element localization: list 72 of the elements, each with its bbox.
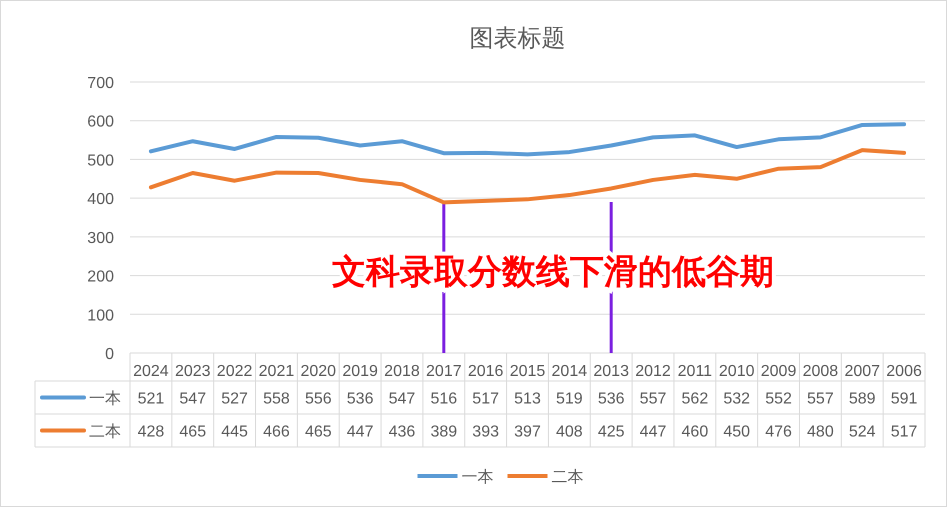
data-label: 547 (179, 390, 206, 408)
x-tick-label: 2017 (426, 363, 462, 380)
data-label: 393 (472, 424, 500, 440)
data-label: 517 (890, 424, 918, 440)
data-label: 557 (640, 390, 666, 408)
x-tick-label: 2015 (510, 363, 546, 380)
data-label: 521 (138, 390, 164, 408)
data-label: 476 (765, 424, 792, 440)
y-tick-label: 600 (87, 114, 114, 131)
text: 二本 (552, 469, 584, 486)
line-series (148, 122, 906, 156)
data-label: 519 (556, 390, 583, 408)
x-tick-label: 2016 (468, 363, 504, 380)
x-tick-label: 2011 (678, 363, 712, 380)
y-tick-label: 0 (105, 346, 114, 363)
data-label: 527 (221, 390, 248, 408)
data-label: 397 (514, 424, 541, 440)
x-tick-label: 2021 (258, 363, 294, 380)
data-label: 408 (556, 424, 583, 440)
data-label: 480 (807, 424, 834, 440)
x-tick-label: 2012 (635, 363, 671, 380)
x-tick-label: 2010 (718, 363, 755, 380)
x-tick-label: 2018 (384, 363, 420, 380)
data-label: 466 (263, 424, 290, 440)
data-label: 465 (179, 424, 206, 440)
legend-label: 一本 (89, 390, 121, 408)
x-tick-label: 2019 (342, 363, 378, 380)
x-tick-label: 2009 (760, 363, 796, 380)
text: 一本 (462, 469, 494, 486)
data-label: 460 (682, 424, 708, 440)
x-tick-label: 2023 (174, 363, 211, 380)
data-label: 532 (723, 390, 750, 408)
data-label: 557 (807, 390, 834, 408)
data-label: 558 (263, 390, 290, 408)
y-tick-label: 500 (87, 152, 114, 170)
x-tick-label: 2024 (133, 363, 169, 380)
data-label: 536 (598, 390, 625, 408)
data-label: 536 (346, 390, 374, 408)
data-label: 591 (890, 390, 918, 408)
data-label: 589 (848, 390, 876, 408)
data-label: 552 (765, 390, 792, 408)
x-tick-label: 2022 (216, 363, 253, 380)
x-tick-label: 2006 (886, 363, 922, 380)
y-tick-label: 300 (87, 230, 114, 247)
data-label: 562 (682, 390, 708, 408)
data-label: 517 (472, 390, 500, 408)
legend-label: 二本 (89, 422, 121, 440)
data-label: 516 (430, 390, 458, 408)
data-label: 465 (304, 424, 332, 440)
data-label: 447 (640, 424, 666, 440)
data-label: 447 (346, 424, 374, 440)
y-tick-label: 400 (87, 191, 114, 208)
y-tick-label: 700 (87, 75, 114, 92)
data-label: 436 (388, 424, 416, 440)
x-tick-label: 2007 (844, 363, 880, 380)
x-tick-label: 2020 (300, 363, 336, 380)
data-label: 445 (221, 424, 248, 440)
x-tick-label: 2008 (802, 363, 838, 380)
line-series (148, 148, 906, 204)
y-tick-label: 200 (87, 268, 114, 286)
data-label: 428 (138, 424, 164, 440)
data-label: 389 (430, 424, 458, 440)
data-label: 556 (304, 390, 332, 408)
chart-title: 图表标题 (470, 25, 566, 52)
y-tick-label: 100 (87, 307, 114, 324)
data-label: 425 (598, 424, 625, 440)
x-tick-label: 2013 (593, 363, 630, 380)
data-label: 524 (848, 424, 876, 440)
data-label: 450 (723, 424, 750, 440)
data-label: 513 (514, 390, 541, 408)
data-label: 547 (388, 390, 416, 408)
x-tick-label: 2014 (552, 363, 588, 380)
